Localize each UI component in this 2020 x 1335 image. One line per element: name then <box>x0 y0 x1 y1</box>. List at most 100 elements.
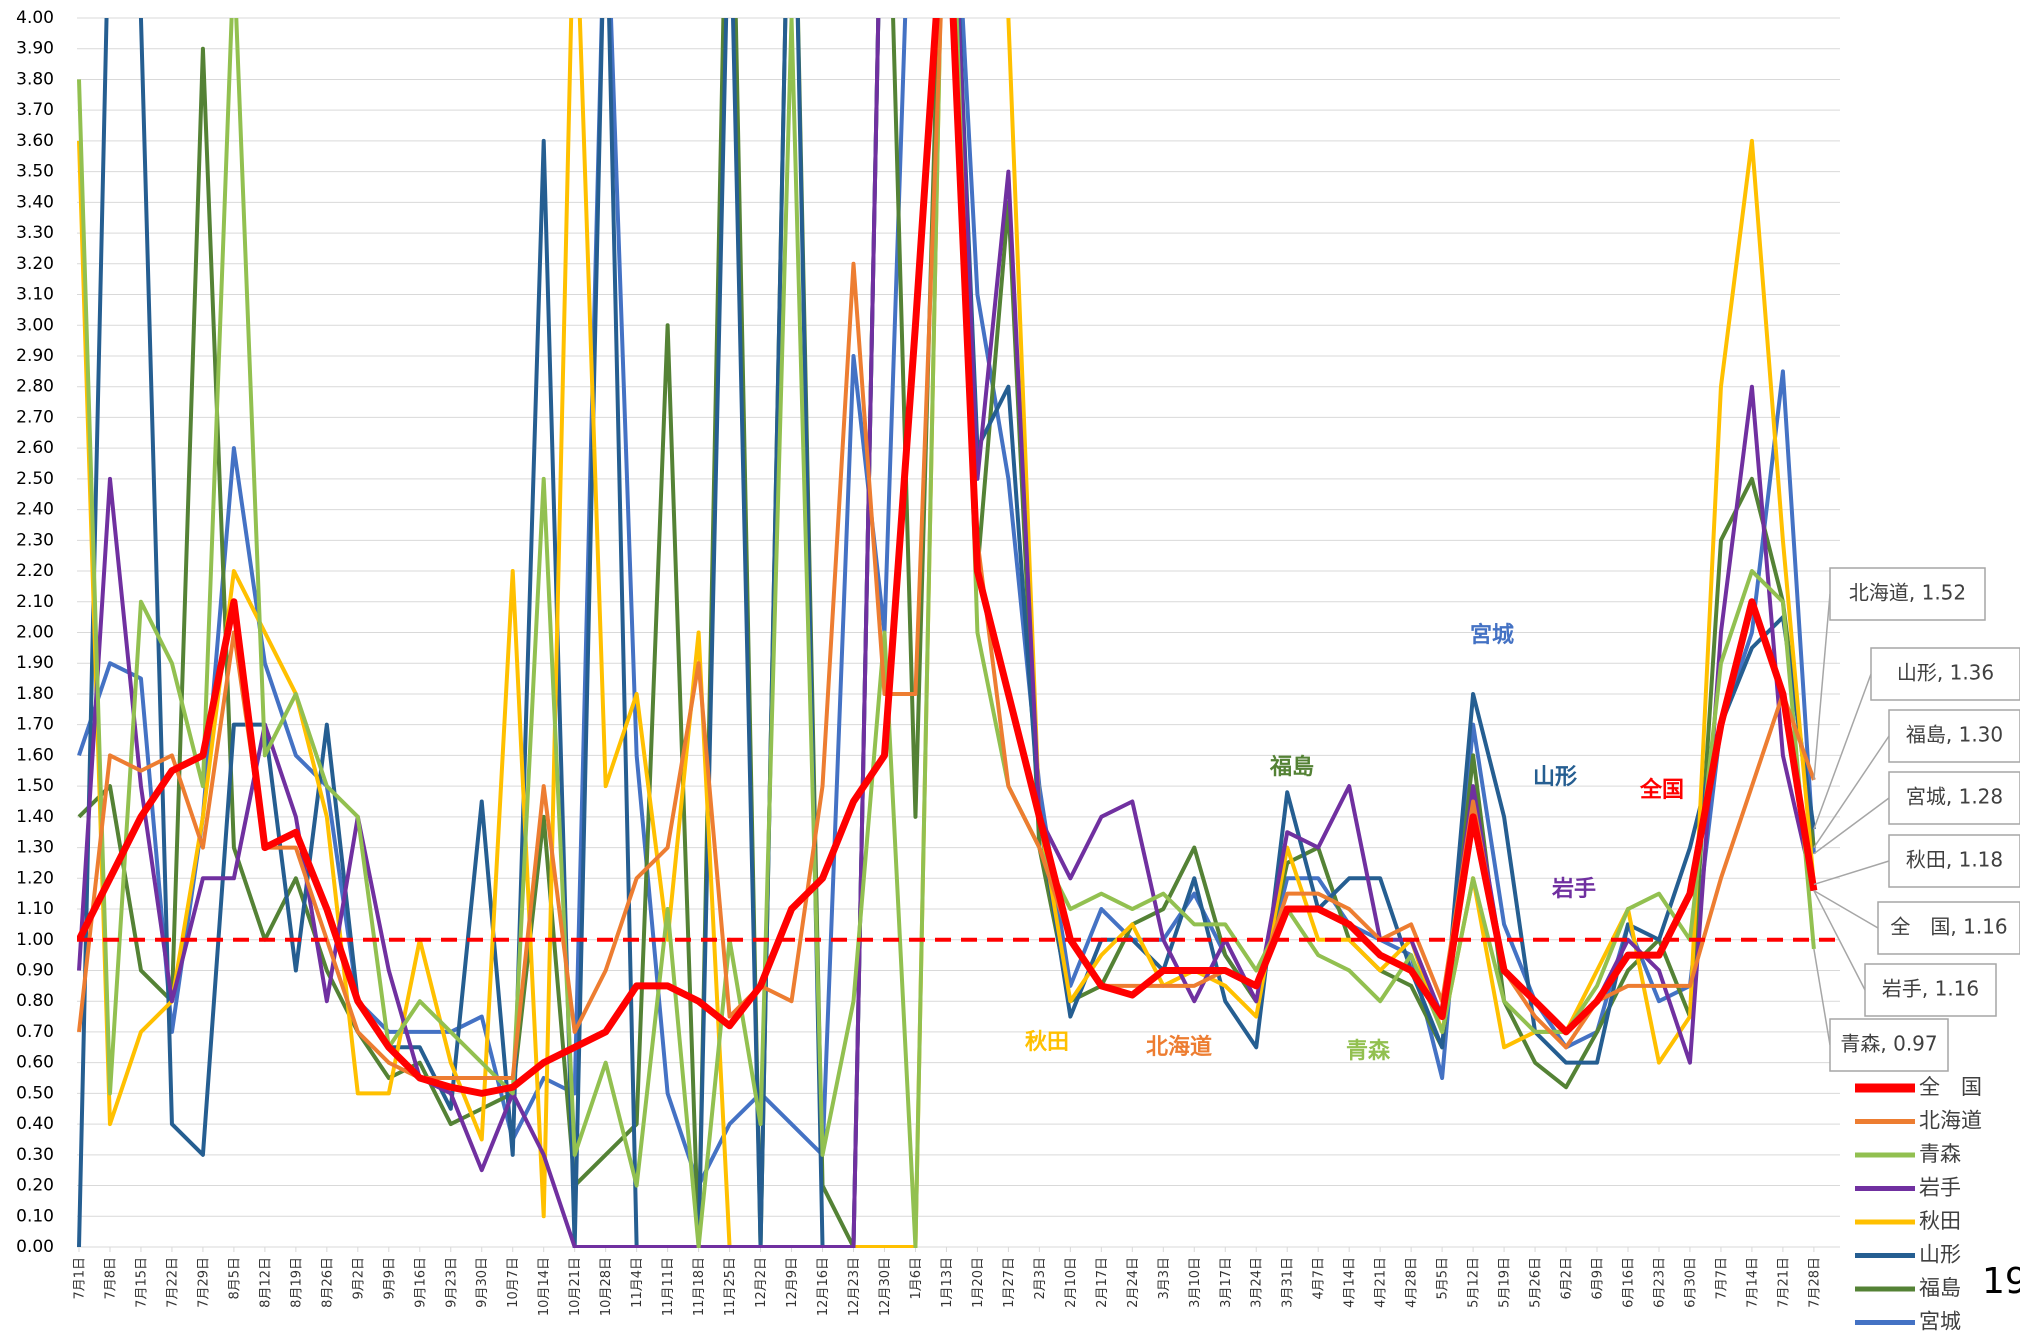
y-tick-label: 1.80 <box>16 684 54 704</box>
x-tick-label: 2月24日 <box>1126 1257 1141 1308</box>
x-tick-label: 7月14日 <box>1745 1257 1760 1308</box>
y-tick-label: 2.90 <box>16 346 54 366</box>
y-tick-label: 3.30 <box>16 223 54 243</box>
y-tick-label: 2.00 <box>16 623 54 643</box>
y-tick-label: 1.00 <box>16 930 54 950</box>
grid: 0.00 0.10 0.20 0.30 0.40 0.50 0.60 0.70 0.80 0.90… <box>16 8 1840 1316</box>
x-tick-label: 6月30日 <box>1683 1257 1698 1308</box>
y-tick-label: 0.10 <box>16 1206 54 1226</box>
y-tick-label: 1.50 <box>16 776 54 796</box>
x-tick-label: 3月31日 <box>1281 1257 1296 1308</box>
x-tick-label: 1月13日 <box>940 1257 955 1308</box>
series-line <box>77 18 1818 1097</box>
y-tick-label: 1.90 <box>16 653 54 673</box>
end-label: 青森, 0.97 <box>1840 1032 1937 1056</box>
legend-label: 全 国 <box>1919 1075 1982 1099</box>
series-line <box>77 18 1816 1188</box>
annotation: 岩手 <box>1551 877 1596 902</box>
y-tick-label: 2.70 <box>16 407 54 427</box>
annotation: 福島 <box>1269 754 1314 780</box>
annotation: 青森 <box>1346 1038 1391 1064</box>
y-tick-label: 3.80 <box>16 69 54 89</box>
y-tick-label: 3.20 <box>16 254 54 274</box>
x-tick-label: 7月28日 <box>1807 1257 1822 1308</box>
x-tick-label: 4月7日 <box>1312 1257 1327 1300</box>
end-label: 全 国, 1.16 <box>1890 915 2007 939</box>
y-tick-label: 2.10 <box>16 592 54 612</box>
x-tick-label: 5月5日 <box>1436 1257 1451 1300</box>
end-label: 岩手, 1.16 <box>1882 977 1979 1001</box>
x-tick-label: 7月8日 <box>103 1257 118 1300</box>
annotation: 宮城 <box>1470 622 1514 648</box>
callout-box <box>1864 963 1997 1017</box>
x-tick-label: 1月27日 <box>1002 1257 1017 1308</box>
y-tick-label: 0.70 <box>16 1022 54 1042</box>
legend-label: 宮城 <box>1919 1310 1961 1334</box>
y-tick-label: 3.70 <box>16 100 54 120</box>
y-tick-label: 1.10 <box>16 899 54 919</box>
x-tick-label: 10月28日 <box>599 1257 614 1316</box>
series-line <box>77 18 1816 1248</box>
y-tick-label: 2.30 <box>16 530 54 550</box>
y-tick-label: 0.90 <box>16 960 54 980</box>
callout-box <box>1877 901 2020 955</box>
x-tick-label: 6月16日 <box>1622 1257 1637 1308</box>
x-tick-label: 7月7日 <box>1714 1257 1729 1300</box>
x-tick-label: 8月26日 <box>320 1257 335 1308</box>
x-tick-label: 6月2日 <box>1560 1257 1575 1300</box>
leader-line <box>1813 593 1831 781</box>
y-tick-label: 2.80 <box>16 377 54 397</box>
x-tick-label: 4月14日 <box>1343 1257 1358 1308</box>
x-tick-label: 9月30日 <box>475 1257 490 1308</box>
callout-box <box>1870 647 2020 701</box>
x-tick-label: 9月23日 <box>444 1257 459 1308</box>
x-tick-label: 12月16日 <box>816 1257 831 1316</box>
x-tick-label: 10月21日 <box>568 1257 583 1316</box>
end-label: 秋田, 1.18 <box>1906 848 2003 872</box>
y-tick-label: 0.20 <box>16 1176 54 1196</box>
x-tick-label: 8月12日 <box>258 1257 273 1308</box>
x-tick-label: 11月18日 <box>692 1257 707 1316</box>
x-tick-label: 4月21日 <box>1374 1257 1389 1308</box>
y-tick-label: 1.20 <box>16 868 54 888</box>
x-tick-label: 10月14日 <box>537 1257 552 1316</box>
y-tick-label: 2.60 <box>16 438 54 458</box>
legend-label: 秋田 <box>1919 1209 1961 1233</box>
callout-box <box>1888 771 2020 825</box>
leader-line <box>1813 890 1866 991</box>
x-tick-label: 7月22日 <box>165 1257 180 1308</box>
series-line <box>77 18 1816 1248</box>
leader-line <box>1813 889 1879 929</box>
legend-label: 岩手 <box>1919 1176 1961 1200</box>
callout-box <box>1888 834 2020 888</box>
y-tick-label: 3.50 <box>16 162 54 182</box>
plot-lines <box>77 18 1840 1248</box>
y-tick-label: 1.70 <box>16 715 54 735</box>
leader-line <box>1813 860 1890 886</box>
x-tick-label: 11月25日 <box>723 1257 738 1316</box>
x-tick-label: 8月19日 <box>289 1257 304 1308</box>
callout-box <box>1829 567 1986 621</box>
y-tick-label: 3.40 <box>16 192 54 212</box>
leader-line <box>1813 735 1890 848</box>
y-tick-label: 0.40 <box>16 1114 54 1134</box>
legend-label: 福島 <box>1919 1276 1961 1300</box>
x-tick-label: 5月19日 <box>1498 1257 1513 1308</box>
callout-box <box>1888 709 2020 763</box>
x-tick-label: 4月28日 <box>1405 1257 1420 1308</box>
x-tick-label: 2月17日 <box>1095 1257 1110 1308</box>
end-label: 山形, 1.36 <box>1897 661 1994 685</box>
leader-line <box>1813 948 1831 1046</box>
x-tick-label: 9月9日 <box>382 1257 397 1300</box>
callout-box <box>1829 1018 1949 1072</box>
annotation: 秋田 <box>1025 1030 1069 1055</box>
y-tick-label: 0.80 <box>16 991 54 1011</box>
y-tick-label: 0.60 <box>16 1053 54 1073</box>
series-line <box>77 18 1816 1248</box>
x-tick-label: 12月2日 <box>754 1257 769 1308</box>
x-tick-label: 6月9日 <box>1591 1257 1606 1300</box>
y-tick-label: 3.60 <box>16 131 54 151</box>
x-tick-label: 2月10日 <box>1064 1257 1079 1308</box>
